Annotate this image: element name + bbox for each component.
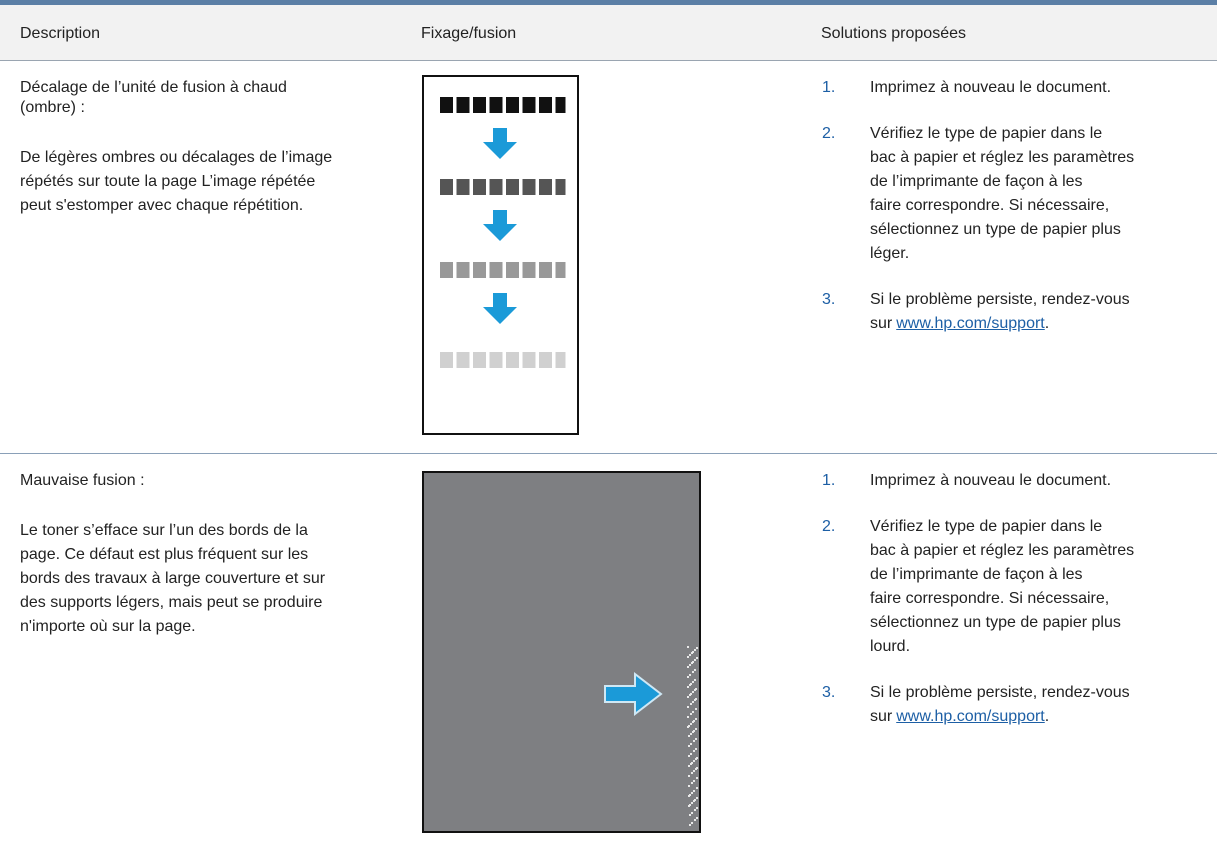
solution-item: 1. Imprimez à nouveau le document. bbox=[822, 469, 1202, 493]
text-line: Mauvaise fusion : bbox=[20, 472, 145, 489]
item-number: 3. bbox=[822, 684, 836, 701]
description: Mauvaise fusion : Le toner s’efface sur l… bbox=[20, 471, 400, 639]
poor-fusing-image bbox=[422, 471, 701, 833]
shadow-defect-image bbox=[422, 75, 579, 435]
description: Décalage de l’unité de fusion à chaud (om… bbox=[20, 78, 400, 218]
solution-item: 3. Si le problème persiste, rendez-vous su… bbox=[822, 681, 1202, 729]
top-border bbox=[0, 0, 1217, 5]
text-line: De légères ombres ou décalages de l’imag… bbox=[20, 149, 333, 166]
text-line: faire correspondre. Si nécessaire, bbox=[870, 197, 1110, 214]
table-row: Décalage de l’unité de fusion à chaud (om… bbox=[0, 62, 1217, 453]
text-line: répétés sur toute la page L’image répété… bbox=[20, 173, 316, 190]
text-line: sur www.hp.com/support. bbox=[870, 312, 1202, 336]
text-line: n'importe où sur la page. bbox=[20, 618, 196, 635]
text-line: sélectionnez un type de papier plus bbox=[870, 221, 1121, 238]
table-header: Description Fixage/fusion Solutions prop… bbox=[0, 5, 1217, 61]
text-line: lourd. bbox=[870, 638, 911, 655]
solution-item: 2. Vérifiez le type de papier dans le bac … bbox=[822, 515, 1202, 659]
text: . bbox=[1044, 315, 1050, 332]
solution-item: 3. Si le problème persiste, rendez-vous su… bbox=[822, 288, 1202, 336]
text-line: page. Ce défaut est plus fréquent sur le… bbox=[20, 546, 309, 563]
text-line: Le toner s’efface sur l’un des bords de … bbox=[20, 522, 308, 539]
text-line: Si le problème persiste, rendez-vous bbox=[870, 291, 1130, 308]
text-line: sur www.hp.com/support. bbox=[870, 705, 1202, 729]
text-line: de l’imprimante de façon à les bbox=[870, 566, 1083, 583]
solution-item: 1. Imprimez à nouveau le document. bbox=[822, 76, 1202, 100]
text-line: de l’imprimante de façon à les bbox=[870, 173, 1083, 190]
column-header: Description bbox=[20, 25, 101, 42]
text: sur bbox=[870, 315, 893, 332]
text-line: bac à papier et réglez les paramètres bbox=[870, 149, 1135, 166]
text-line: Décalage de l’unité de fusion à chaud bbox=[20, 79, 287, 96]
description-title: Décalage de l’unité de fusion à chaud (om… bbox=[20, 78, 400, 118]
text-line: Vérifiez le type de papier dans le bbox=[870, 125, 1103, 142]
text-line: peut s'estomper avec chaque répétition. bbox=[20, 197, 304, 214]
text: . bbox=[1044, 708, 1050, 725]
column-header: Fixage/fusion bbox=[421, 25, 517, 42]
text-line: bac à papier et réglez les paramètres bbox=[870, 542, 1135, 559]
item-number: 1. bbox=[822, 472, 836, 489]
table-row: Mauvaise fusion : Le toner s’efface sur l… bbox=[0, 455, 1217, 850]
item-number: 2. bbox=[822, 125, 836, 142]
item-number: 2. bbox=[822, 518, 836, 535]
text-line: léger. bbox=[870, 245, 910, 262]
column-header: Solutions proposées bbox=[821, 25, 966, 42]
text-line: bords des travaux à large couverture et … bbox=[20, 570, 326, 587]
solution-item: 2. Vérifiez le type de papier dans le bac … bbox=[822, 122, 1202, 266]
description-title: Mauvaise fusion : bbox=[20, 471, 400, 491]
text-line: Si le problème persiste, rendez-vous bbox=[870, 684, 1130, 701]
text-line: des supports légers, mais peut se produi… bbox=[20, 594, 323, 611]
solutions: 1. Imprimez à nouveau le document. 2. Vérif… bbox=[822, 76, 1202, 358]
text: sur bbox=[870, 708, 893, 725]
description-body: De légères ombres ou décalages de l’imag… bbox=[20, 146, 400, 218]
support-link[interactable]: www.hp.com/support bbox=[896, 315, 1045, 332]
text-line: Vérifiez le type de papier dans le bbox=[870, 518, 1103, 535]
support-link[interactable]: www.hp.com/support bbox=[896, 708, 1045, 725]
text-line: Imprimez à nouveau le document. bbox=[870, 472, 1112, 489]
item-number: 1. bbox=[822, 79, 836, 96]
text-line: faire correspondre. Si nécessaire, bbox=[870, 590, 1110, 607]
text-line: sélectionnez un type de papier plus bbox=[870, 614, 1121, 631]
text-line: Imprimez à nouveau le document. bbox=[870, 79, 1112, 96]
item-number: 3. bbox=[822, 291, 836, 308]
solutions: 1. Imprimez à nouveau le document. 2. Vérif… bbox=[822, 469, 1202, 751]
text-line: (ombre) : bbox=[20, 99, 85, 116]
description-body: Le toner s’efface sur l’un des bords de … bbox=[20, 519, 400, 639]
row-separator bbox=[0, 453, 1217, 454]
